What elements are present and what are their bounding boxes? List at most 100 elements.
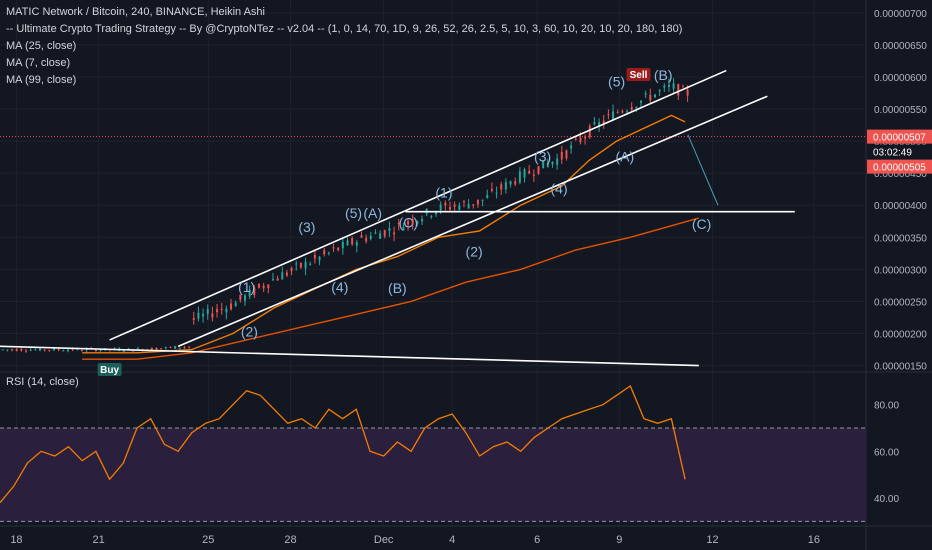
- rsi-band: [0, 428, 866, 522]
- candle-body: [346, 240, 349, 246]
- candle-body: [626, 111, 629, 113]
- candle-body: [309, 263, 312, 265]
- rsi-tick-label: 80.00: [874, 401, 899, 412]
- candle-body: [43, 349, 46, 351]
- legend-strategy[interactable]: -- Ultimate Crypto Trading Strategy -- B…: [6, 23, 683, 35]
- candle-body: [472, 204, 475, 206]
- candle-body: [379, 233, 382, 239]
- candle-body: [421, 218, 424, 222]
- candle-body: [271, 279, 274, 281]
- candle-body: [94, 349, 97, 352]
- legend-ma25[interactable]: MA (25, close): [6, 40, 77, 52]
- candle-body: [495, 192, 498, 194]
- candle-body: [686, 89, 689, 96]
- candle-body: [57, 349, 60, 351]
- candle-body: [476, 199, 479, 205]
- wave-label: (A): [363, 205, 382, 221]
- candle-body: [183, 346, 186, 348]
- x-tick-label: 28: [284, 534, 296, 546]
- price-tag-text: 0.00000507: [873, 133, 926, 144]
- y-tick-label: 0.00000350: [874, 233, 927, 244]
- candle-body: [20, 349, 23, 351]
- candle-body: [393, 232, 396, 235]
- candle-body: [127, 348, 130, 350]
- candle-body: [66, 349, 69, 352]
- y-tick-label: 0.00000550: [874, 105, 927, 116]
- candle-body: [630, 107, 633, 110]
- rsi-tick-label: 40.00: [874, 494, 899, 505]
- candle-body: [15, 349, 18, 351]
- candle-body: [462, 201, 465, 203]
- x-tick-label: 9: [616, 534, 622, 546]
- candle-body: [52, 348, 55, 351]
- overlays: (1)(2)(3)(4)(5) (A)(B)(C)(1)(2)(3)(4)(5)(…: [0, 67, 866, 376]
- candle-body: [99, 349, 102, 351]
- candle-body: [407, 221, 410, 225]
- rsi-tick-label: 60.00: [874, 447, 899, 458]
- y-tick-label: 0.00000400: [874, 201, 927, 212]
- candle-body: [122, 350, 125, 352]
- candle-body: [11, 349, 14, 351]
- candle-body: [48, 350, 51, 352]
- candle-body: [542, 160, 545, 169]
- candle-body: [598, 122, 601, 127]
- countdown-tag: 03:02:49: [867, 144, 932, 159]
- price-tag-text: 0.00000505: [873, 163, 926, 174]
- y-tick-label: 0.00000600: [874, 73, 927, 84]
- y-tick-label: 0.00000650: [874, 41, 927, 52]
- candle-body: [351, 237, 354, 245]
- candle-body: [588, 125, 591, 137]
- wave-label: (B): [388, 280, 407, 296]
- legend-ma99[interactable]: MA (99, close): [6, 74, 77, 86]
- x-tick-label: 16: [808, 534, 820, 546]
- legend-title[interactable]: MATIC Network / Bitcoin, 240, BINANCE, H…: [6, 6, 265, 18]
- candle-body: [248, 289, 251, 297]
- candle-body: [80, 350, 83, 352]
- candle-body: [25, 350, 28, 352]
- candle-body: [220, 309, 223, 311]
- ma25-line: [82, 114, 686, 354]
- candle-body: [453, 204, 456, 207]
- candle-body: [435, 211, 438, 215]
- candle-body: [658, 90, 661, 92]
- candle-body: [640, 100, 643, 103]
- candle-body: [192, 318, 195, 320]
- signal-text: Sell: [630, 70, 648, 81]
- last-price-tag: 0.00000507: [867, 129, 932, 144]
- candle-body: [672, 83, 675, 89]
- candle-body: [667, 84, 670, 87]
- y-tick-label: 0.00000700: [874, 9, 927, 20]
- candle-body: [556, 158, 559, 165]
- signal-text: Buy: [100, 365, 119, 376]
- candle-body: [365, 237, 368, 242]
- y-tick-label: 0.00000200: [874, 330, 927, 341]
- candle-body: [593, 122, 596, 125]
- candle-body: [29, 349, 32, 351]
- wave-label: (5): [345, 205, 362, 221]
- wave-label: (2): [466, 244, 483, 260]
- ma99-line: [82, 217, 699, 360]
- candle-body: [327, 252, 330, 254]
- rsi-legend[interactable]: RSI (14, close): [6, 376, 79, 388]
- candle-body: [518, 171, 521, 183]
- candle-body: [299, 262, 302, 268]
- wave-label: (3): [298, 219, 315, 235]
- candle-body: [295, 263, 298, 265]
- price-tag-text: 03:02:49: [873, 148, 912, 159]
- candle-body: [579, 137, 582, 143]
- wave-label: (A): [615, 149, 634, 165]
- legend-ma7[interactable]: MA (7, close): [6, 57, 71, 69]
- wave-label: (5): [608, 74, 625, 90]
- candle-body: [230, 303, 233, 310]
- sell-signal: Sell: [626, 67, 651, 81]
- candle-body: [225, 308, 228, 313]
- trendline: [0, 345, 699, 367]
- candle-body: [504, 182, 507, 190]
- candle-body: [136, 348, 139, 350]
- candle-body: [188, 346, 191, 348]
- candle-body: [257, 283, 260, 288]
- candle-body: [444, 202, 447, 206]
- rsi-line: [0, 385, 686, 504]
